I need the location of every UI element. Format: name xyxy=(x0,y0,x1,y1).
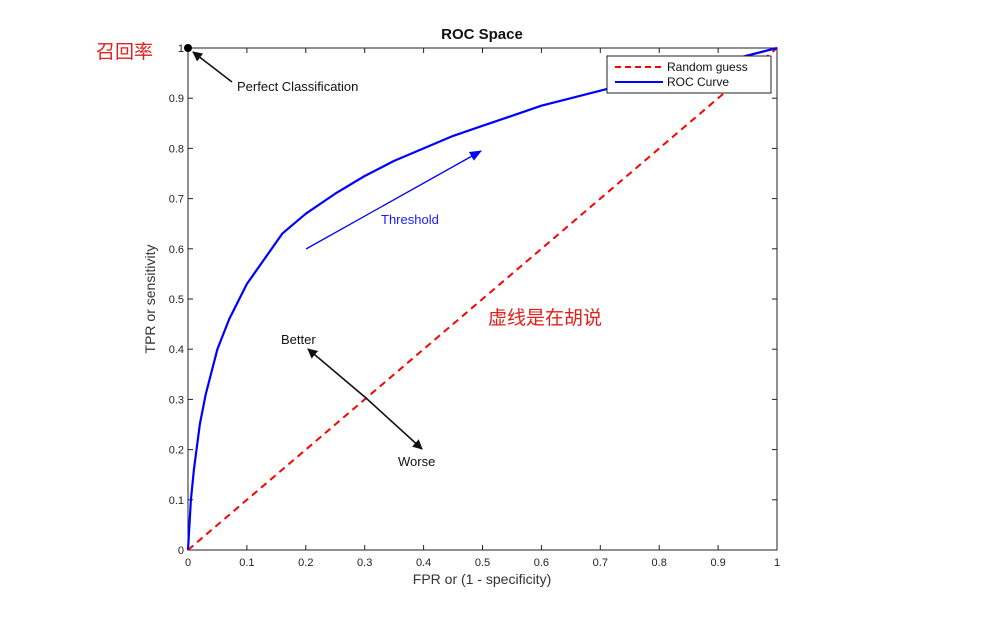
series-random-guess-line xyxy=(187,47,778,551)
x-tick-label: 0.2 xyxy=(298,557,313,569)
x-tick-label: 0.3 xyxy=(357,557,372,569)
dashed-line-note: 虚线是在胡说 xyxy=(488,307,602,329)
y-tick-label: 0.3 xyxy=(169,394,184,406)
worse-arrow xyxy=(365,397,423,450)
worse-label: Worse xyxy=(398,454,435,469)
x-tick-label: 0.6 xyxy=(534,557,549,569)
x-tick-label: 1 xyxy=(774,557,780,569)
y-tick-label: 1 xyxy=(178,43,184,55)
y-tick-label: 0.2 xyxy=(169,445,184,457)
perfect-classification-label: Perfect Classification xyxy=(237,79,358,94)
perfect-classification-point xyxy=(184,44,192,52)
perfect-classification-arrow xyxy=(192,51,233,83)
chart-title: ROC Space xyxy=(441,26,523,43)
x-tick-label: 0.8 xyxy=(652,557,667,569)
y-tick-label: 0.7 xyxy=(169,194,184,206)
better-label: Better xyxy=(281,332,316,347)
y-tick-label: 0.1 xyxy=(169,495,184,507)
y-tick-label: 0.4 xyxy=(169,344,184,356)
y-tick-label: 0.6 xyxy=(169,244,184,256)
y-axis-label: TPR or sensitivity xyxy=(142,245,158,354)
x-tick-label: 0 xyxy=(185,557,191,569)
x-tick-label: 0.7 xyxy=(593,557,608,569)
legend-label-random-guess: Random guess xyxy=(667,60,748,74)
x-tick-label: 0.9 xyxy=(710,557,725,569)
threshold-arrow xyxy=(305,150,482,250)
x-axis-label: FPR or (1 - specificity) xyxy=(413,571,551,587)
y-tick-label: 0.5 xyxy=(169,294,184,306)
y-axis-ticks: 0 0.1 0.2 0.3 0.4 0.5 0.6 0.7 0.8 0.9 1 xyxy=(169,43,777,557)
x-tick-label: 0.4 xyxy=(416,557,431,569)
y-tick-label: 0.8 xyxy=(169,143,184,155)
y-tick-label: 0.9 xyxy=(169,93,184,105)
y-tick-label: 0 xyxy=(178,545,184,557)
better-arrow xyxy=(307,348,367,399)
x-axis-ticks: 0 0.1 0.2 0.3 0.4 0.5 0.6 0.7 0.8 0.9 1 xyxy=(185,48,780,569)
x-tick-label: 0.1 xyxy=(239,557,254,569)
legend: Random guess ROC Curve xyxy=(606,55,772,94)
legend-label-roc-curve: ROC Curve xyxy=(667,75,729,89)
recall-label: 召回率 xyxy=(96,41,153,63)
x-tick-label: 0.5 xyxy=(475,557,490,569)
threshold-label: Threshold xyxy=(381,212,439,227)
legend-box xyxy=(606,55,772,94)
